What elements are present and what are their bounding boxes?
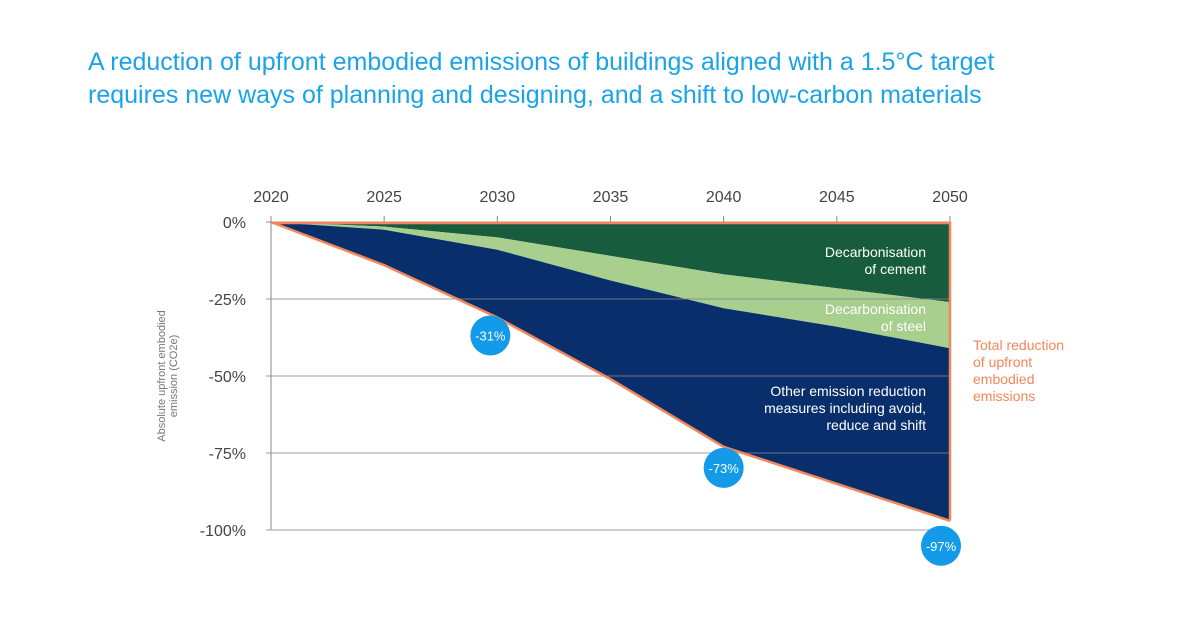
annotation-bubble-label: -73% [708, 461, 739, 476]
y-tick-label: -100% [200, 523, 246, 540]
x-tick-label: 2045 [819, 189, 855, 206]
y-axis-ticks: 0% -25% -50% -75% -100% [200, 215, 246, 540]
series-label-line: Decarbonisation [825, 244, 926, 260]
total-reduction-label-line: Total reduction [973, 337, 1064, 353]
x-tick-label: 2035 [593, 189, 629, 206]
y-axis-label-line: emission (CO2e) [168, 335, 180, 418]
series-label: Decarbonisation of cement [825, 244, 926, 277]
chart-grid [266, 216, 952, 531]
total-reduction-line [270, 220, 951, 522]
y-tick-label: -75% [209, 446, 246, 463]
cement-area [271, 222, 950, 303]
y-axis-label-line: Absolute upfront embodied [156, 310, 168, 441]
series-label-line: reduce and shift [826, 417, 926, 433]
annotation-bubble [470, 315, 511, 356]
series-label: Other emission reduction measures includi… [764, 383, 926, 433]
series-label-line: measures including avoid, [764, 400, 926, 416]
x-tick-label: 2025 [366, 189, 402, 206]
chart-title-line-1: A reduction of upfront embodied emission… [88, 48, 995, 76]
chart-title-line-2: requires new ways of planning and design… [88, 81, 982, 109]
x-axis-ticks: 2020 2025 2030 2035 2040 2045 2050 [253, 189, 968, 206]
annotation-bubble [921, 525, 961, 566]
y-axis-label: Absolute upfront embodiedemission (CO2e) [156, 310, 180, 441]
x-tick-label: 2040 [706, 189, 742, 206]
chart-areas [271, 222, 950, 521]
annotation-bubble-label: -31% [475, 328, 506, 343]
annotation-bubble [703, 447, 744, 488]
y-tick-label: 0% [223, 215, 246, 232]
x-tick-label: 2020 [253, 189, 289, 206]
series-label: Decarbonisation of steel [825, 301, 926, 334]
total-reduction-label: Total reduction of upfront embodied emissio… [973, 337, 1064, 404]
annotation-bubbles: -31% -73% -97% [470, 315, 961, 566]
x-tick-label: 2030 [480, 189, 516, 206]
series-label-line: Other emission reduction [770, 383, 926, 399]
total-reduction-label-line: emissions [973, 388, 1035, 404]
chart-title: A reduction of upfront embodied emission… [88, 46, 1168, 112]
annotation-bubble-label: -97% [926, 539, 957, 554]
y-tick-label: -50% [209, 369, 246, 386]
series-label-line: of steel [881, 318, 926, 334]
total-reduction-label-line: of upfront [973, 354, 1032, 370]
other-measures-area [271, 222, 950, 521]
y-tick-label: -25% [209, 292, 246, 309]
series-label-line: Decarbonisation [825, 301, 926, 317]
series-label-line: of cement [865, 261, 927, 277]
steel-area [271, 222, 950, 349]
x-tick-label: 2050 [932, 189, 968, 206]
total-reduction-label-line: embodied [973, 371, 1035, 387]
